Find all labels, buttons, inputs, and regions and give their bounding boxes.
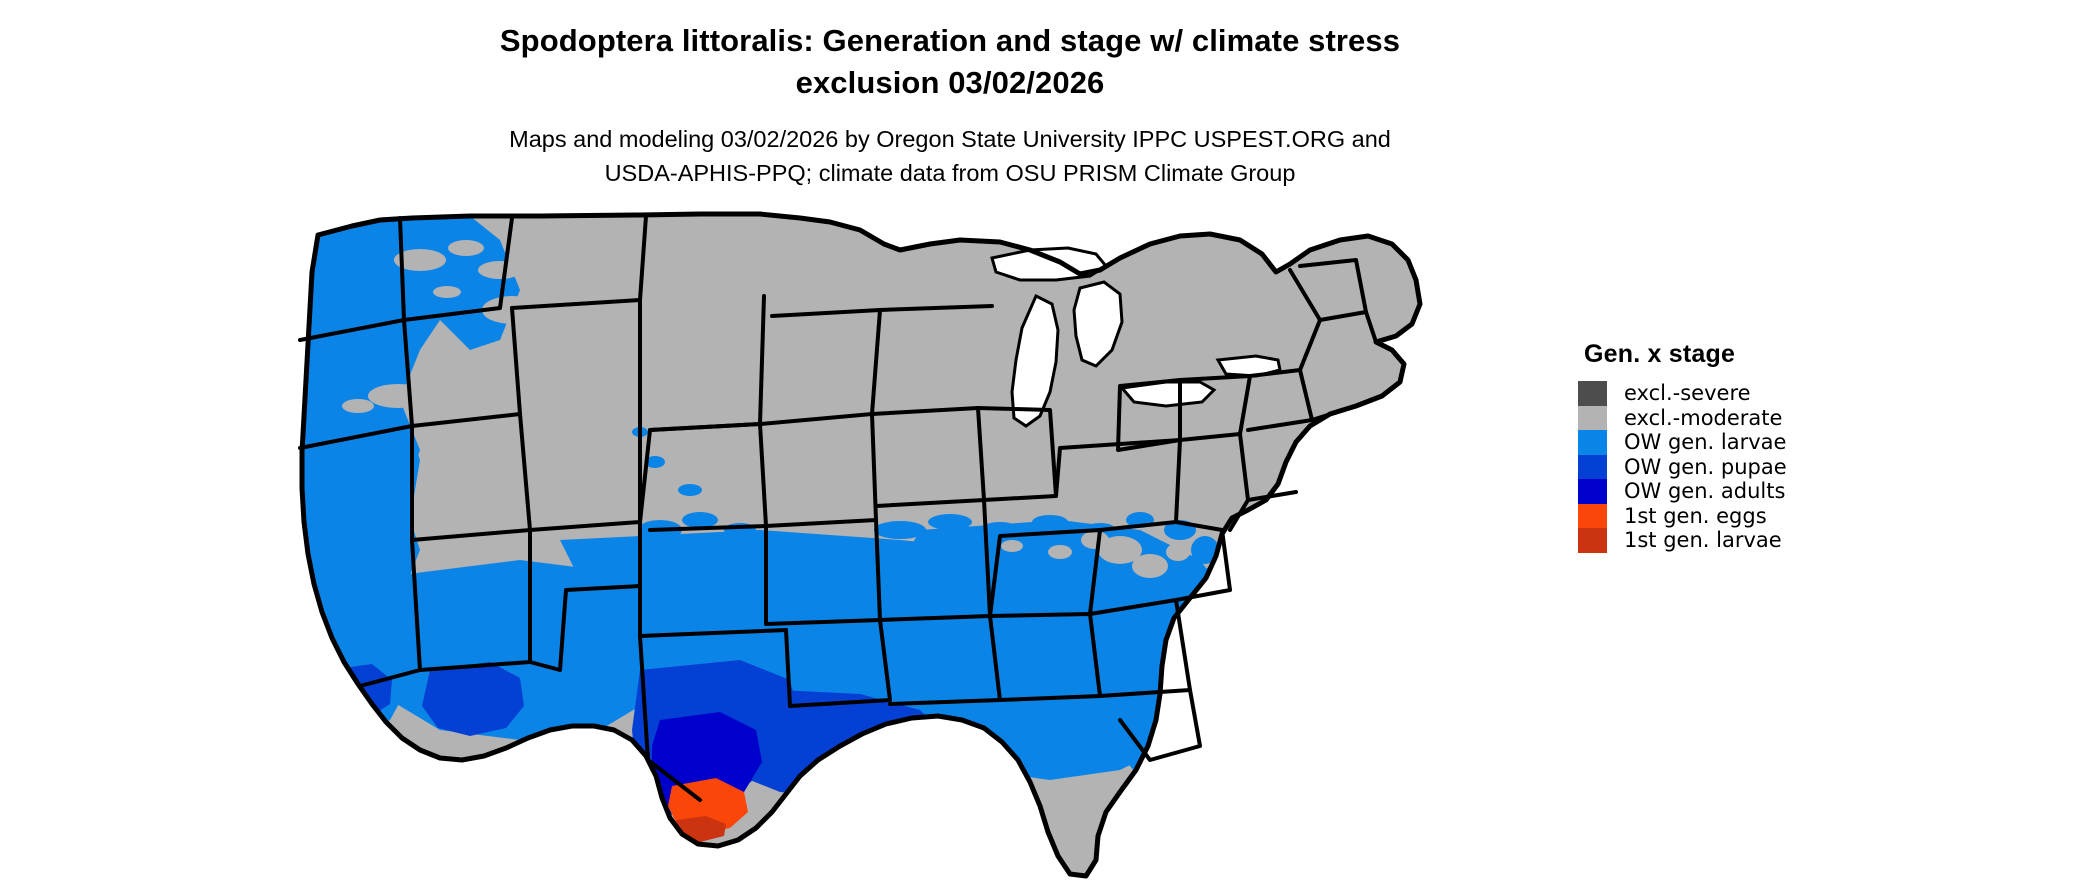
lake-michigan — [1010, 293, 1060, 428]
figure-subtitle-line-1: Maps and modeling 03/02/2026 by Oregon S… — [509, 126, 1391, 152]
region-excl-moderate-appalachian — [1001, 531, 1190, 578]
region-ow-larvae-pacific — [302, 216, 520, 400]
region-excl-moderate-mountains — [342, 240, 722, 524]
legend-swatch-ow-gen-pupae — [1578, 454, 1607, 479]
us-choropleth-map — [0, 200, 1560, 880]
lake-huron — [1072, 280, 1124, 368]
legend-item-excl-severe: excl.-severe — [1578, 381, 1878, 406]
figure-title: Spodoptera littoralis: Generation and st… — [0, 20, 1900, 104]
legend-swatch-excl-severe — [1578, 381, 1607, 406]
legend-label-excl-severe: excl.-severe — [1624, 381, 1751, 405]
lake-ontario — [1215, 354, 1282, 378]
legend-label-excl-moderate: excl.-moderate — [1624, 405, 1783, 430]
legend-label-first-gen-larvae: 1st gen. larvae — [1624, 528, 1782, 552]
legend-swatch-ow-gen-larvae — [1578, 430, 1607, 455]
legend-swatch-ow-gen-adults — [1578, 479, 1607, 504]
region-ow-pupae-southwest-az — [422, 662, 524, 736]
figure-title-line-1: Spodoptera littoralis: Generation and st… — [499, 23, 1401, 58]
legend-label-ow-gen-pupae: OW gen. pupae — [1624, 454, 1787, 479]
legend-swatch-first-gen-larvae — [1578, 528, 1607, 553]
figure-subtitle-line-2: USDA-APHIS-PPQ; climate data from OSU PR… — [604, 160, 1296, 186]
state-borders — [298, 214, 1378, 802]
figure-subtitle: Maps and modeling 03/02/2026 by Oregon S… — [0, 122, 1900, 190]
legend-label-ow-gen-larvae: OW gen. larvae — [1624, 430, 1787, 454]
legend-title: Gen. x stage — [1584, 340, 1736, 368]
map-legend: Gen. x stage excl.-severe excl.-moderate… — [1578, 340, 1878, 553]
legend-label-ow-gen-adults: OW gen. adults — [1624, 479, 1786, 503]
legend-swatch-first-gen-eggs — [1578, 503, 1607, 528]
legend-item-first-gen-eggs: 1st gen. eggs — [1578, 503, 1878, 528]
figure-title-line-2: exclusion 03/02/2026 — [795, 65, 1105, 100]
legend-items: excl.-severe excl.-moderate OW gen. larv… — [1578, 381, 1878, 553]
us-national-border — [299, 211, 1423, 879]
legend-item-first-gen-larvae: 1st gen. larvae — [1578, 528, 1878, 553]
legend-item-excl-moderate: excl.-moderate — [1578, 405, 1878, 430]
us-map-svg — [0, 200, 1560, 880]
legend-item-ow-gen-larvae: OW gen. larvae — [1578, 430, 1878, 455]
legend-item-ow-gen-pupae: OW gen. pupae — [1578, 454, 1878, 479]
legend-swatch-excl-moderate — [1578, 405, 1607, 430]
legend-label-first-gen-eggs: 1st gen. eggs — [1624, 503, 1767, 528]
legend-item-ow-gen-adults: OW gen. adults — [1578, 479, 1878, 504]
